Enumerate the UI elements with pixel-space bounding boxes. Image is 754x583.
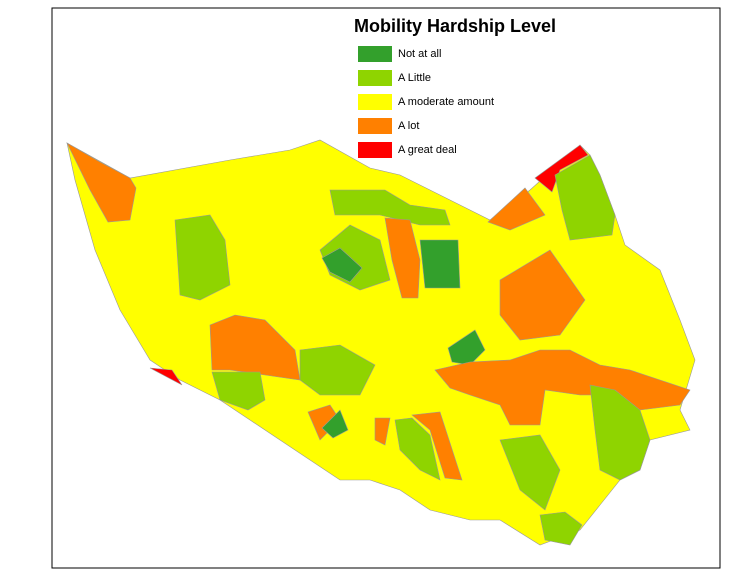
legend-swatch — [358, 142, 392, 158]
legend-title: Mobility Hardship Level — [354, 16, 556, 36]
region — [211, 371, 266, 411]
region — [411, 411, 463, 481]
region — [299, 344, 376, 396]
legend-swatch — [358, 46, 392, 62]
region — [499, 249, 586, 341]
legend-swatch — [358, 94, 392, 110]
county-regions — [66, 139, 696, 546]
region — [384, 217, 421, 299]
region — [329, 189, 451, 226]
legend-label: A lot — [398, 120, 419, 132]
region — [321, 247, 363, 283]
region — [499, 434, 561, 511]
region — [539, 511, 583, 546]
legend-label: Not at all — [398, 48, 441, 60]
region — [174, 214, 231, 301]
region — [419, 239, 461, 289]
region — [66, 142, 137, 223]
legend-swatch — [358, 70, 392, 86]
region — [554, 154, 616, 241]
region — [434, 349, 691, 426]
region — [534, 144, 589, 193]
legend-swatch — [358, 118, 392, 134]
region — [589, 384, 651, 481]
region — [321, 409, 349, 439]
region — [487, 187, 546, 231]
region — [149, 367, 183, 386]
region — [447, 329, 486, 366]
legend: Not at all A Little A moderate amount A lot… — [358, 46, 494, 158]
region — [374, 417, 391, 446]
region — [394, 417, 441, 481]
legend-label: A moderate amount — [398, 96, 494, 108]
legend-label: A great deal — [398, 144, 457, 156]
legend-label: A Little — [398, 72, 431, 84]
